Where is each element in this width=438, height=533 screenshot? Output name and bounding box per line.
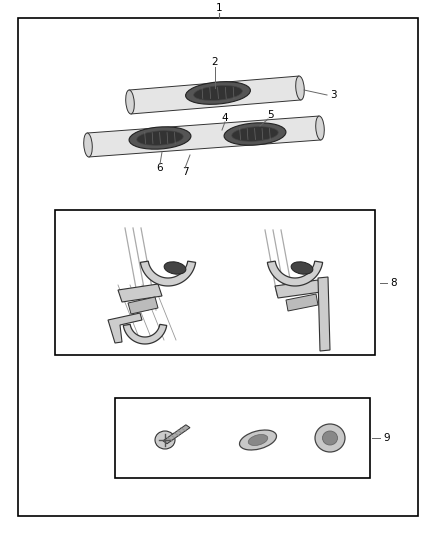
Ellipse shape	[186, 82, 251, 104]
Text: 7: 7	[182, 167, 188, 177]
Polygon shape	[108, 313, 142, 343]
Polygon shape	[87, 116, 321, 157]
Polygon shape	[286, 294, 318, 311]
Ellipse shape	[316, 116, 324, 140]
Text: 9: 9	[383, 433, 390, 443]
Polygon shape	[318, 277, 330, 351]
Ellipse shape	[291, 262, 313, 274]
Ellipse shape	[240, 430, 276, 450]
Ellipse shape	[296, 76, 304, 100]
Ellipse shape	[137, 131, 183, 146]
Ellipse shape	[129, 127, 191, 149]
Text: 3: 3	[330, 90, 337, 100]
Ellipse shape	[224, 123, 286, 145]
Polygon shape	[267, 261, 323, 286]
Polygon shape	[128, 297, 158, 314]
Polygon shape	[140, 261, 196, 286]
Bar	[115, 398, 370, 478]
Ellipse shape	[232, 127, 278, 141]
Polygon shape	[129, 76, 301, 114]
Text: 5: 5	[267, 110, 273, 120]
Ellipse shape	[155, 431, 175, 449]
Ellipse shape	[322, 431, 338, 445]
Bar	[55, 210, 375, 355]
Ellipse shape	[126, 90, 134, 114]
Polygon shape	[123, 325, 167, 344]
Ellipse shape	[194, 86, 242, 100]
Polygon shape	[163, 425, 190, 443]
Text: 8: 8	[390, 278, 397, 288]
Polygon shape	[118, 284, 162, 302]
Text: 4: 4	[222, 113, 228, 123]
Text: 1: 1	[215, 3, 223, 13]
Ellipse shape	[248, 434, 268, 446]
Ellipse shape	[164, 262, 186, 274]
Ellipse shape	[84, 133, 92, 157]
Text: 6: 6	[157, 163, 163, 173]
Text: 2: 2	[212, 57, 218, 67]
Polygon shape	[275, 280, 321, 298]
Ellipse shape	[315, 424, 345, 452]
